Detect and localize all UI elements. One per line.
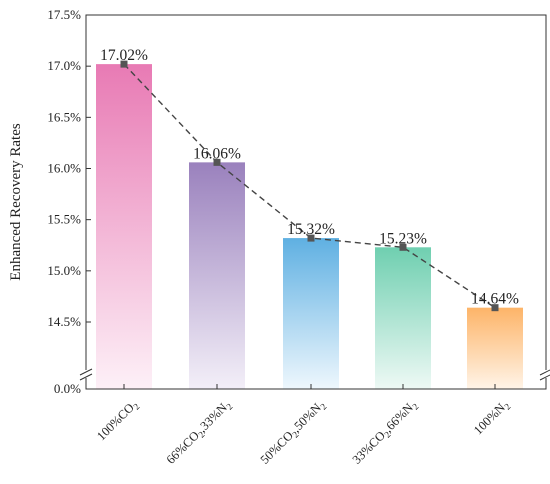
axis-layer [79,14,550,390]
data-label-4: 15.23% [379,230,427,247]
bar-2 [189,162,245,389]
point-marker-5 [491,304,499,312]
y-tick-label: 16.0% [47,161,81,176]
x-category-label-4: 33%CO2,66%N2 [350,397,421,468]
y-tick-label: 15.0% [47,263,81,278]
point-marker-3 [307,234,315,242]
x-category-label-1: 100%CO2 [94,397,141,444]
plot-frame [85,14,547,390]
bar-4 [375,247,431,389]
data-label-1: 17.02% [100,47,148,64]
y-axis-label: Enhanced Recovery Rates [8,123,24,281]
y-ticks: 0.0% 14.5% 15.0% 15.5% 16.0% 16.5% 17.0% 17.5% [47,7,496,396]
bar-1 [96,64,152,390]
axis-break-left [79,368,93,381]
x-category-label-5: 100%N2 [471,397,513,439]
y-tick-label: 14.5% [47,314,81,329]
trend-line-layer [120,60,499,312]
bar-3 [283,238,339,389]
y-tick-label: 0.0% [54,381,81,396]
x-category-label-3: 50%CO2,50%N2 [258,397,329,468]
point-marker-2 [213,158,221,166]
y-tick-label: 15.5% [47,212,81,227]
y-tick-label: 16.5% [47,109,81,124]
y-tick-label: 17.5% [47,7,81,22]
x-category-labels: 100%CO2 66%CO2,33%N2 50%CO2,50%N2 33%CO2,66… [94,397,513,468]
y-tick-label: 17.0% [47,58,81,73]
data-label-2: 16.06% [193,145,241,162]
bars-layer [96,64,523,390]
bar-5 [467,307,523,389]
axis-break-right [539,369,550,381]
x-category-label-2: 66%CO2,33%N2 [164,397,235,468]
data-labels: 17.02% 16.06% 15.32% 15.23% 14.64% [100,47,519,308]
data-label-3: 15.32% [287,221,335,238]
point-marker-4 [399,243,407,251]
point-marker-1 [120,60,128,68]
data-label-5: 14.64% [471,291,519,308]
